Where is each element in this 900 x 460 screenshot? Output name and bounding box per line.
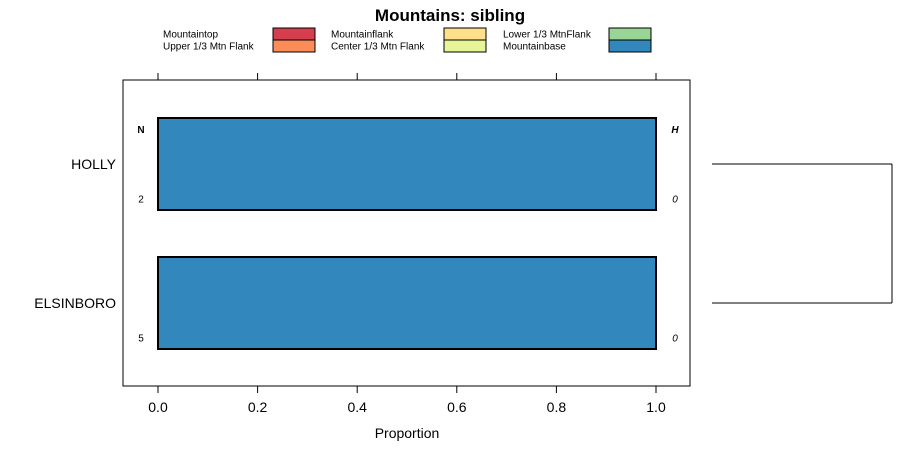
legend-swatch — [272, 39, 316, 53]
n-header: N — [137, 125, 144, 136]
dendrogram — [712, 163, 893, 304]
h-value: 0 — [672, 334, 678, 345]
tick-label: 0.2 — [248, 399, 268, 415]
tick-label: 0.8 — [547, 399, 567, 415]
n-value: 5 — [138, 334, 144, 345]
legend-label: Mountaintop — [163, 30, 218, 41]
top-axis-ticks — [157, 73, 657, 80]
category-labels: HOLLY ELSINBORO — [34, 156, 116, 311]
n-h-labels: N H 2 0 5 0 — [137, 125, 679, 345]
n-value: 2 — [138, 195, 144, 206]
tick-label: 0.4 — [347, 399, 367, 415]
bar-segment — [157, 256, 657, 350]
plot-frame — [122, 79, 691, 387]
category-label: HOLLY — [71, 156, 117, 172]
legend-swatch — [272, 27, 316, 41]
bar-segment — [157, 117, 657, 211]
legend-label: Mountainflank — [331, 30, 394, 41]
h-header: H — [671, 125, 679, 136]
tick-label: 0.0 — [148, 399, 168, 415]
h-value: 0 — [672, 195, 678, 206]
legend-swatch — [443, 39, 487, 53]
legend-swatch — [443, 27, 487, 41]
legend-label: Lower 1/3 MtnFlank — [503, 30, 592, 41]
tick-label: 1.0 — [646, 399, 666, 415]
bottom-axis-ticks: 0.0 0.2 0.4 0.6 0.8 1.0 — [148, 386, 666, 415]
x-axis-label: Proportion — [375, 425, 440, 441]
legend-label: Center 1/3 Mtn Flank — [331, 42, 425, 53]
legend-label: Mountainbase — [503, 42, 566, 53]
legend-label: Upper 1/3 Mtn Flank — [163, 42, 255, 53]
tick-label: 0.6 — [447, 399, 467, 415]
legend-swatch — [608, 27, 652, 41]
category-label: ELSINBORO — [34, 295, 116, 311]
bars — [157, 117, 657, 350]
legend-swatch — [608, 39, 652, 53]
chart-title: Mountains: sibling — [375, 6, 525, 25]
